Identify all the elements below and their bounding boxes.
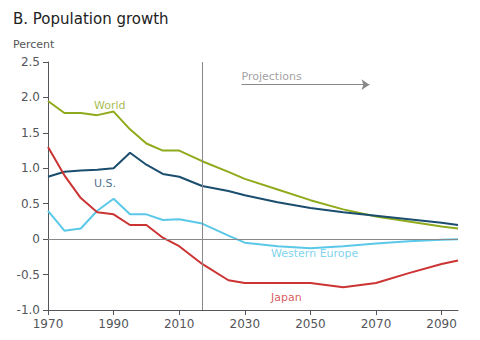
svg-text:2.5: 2.5 [21,55,40,69]
svg-text:1970: 1970 [33,317,64,331]
svg-text:2010: 2010 [164,317,195,331]
svg-text:2050: 2050 [295,317,326,331]
svg-text:1990: 1990 [98,317,129,331]
svg-text:-1.0: -1.0 [17,303,40,317]
svg-text:World: World [94,99,126,112]
svg-text:0.5: 0.5 [21,197,40,211]
svg-text:Japan: Japan [270,291,302,304]
svg-text:2070: 2070 [361,317,392,331]
svg-text:2090: 2090 [426,317,457,331]
svg-text:1.0: 1.0 [21,161,40,175]
svg-text:1.5: 1.5 [21,126,40,140]
svg-text:-0.5: -0.5 [17,268,40,282]
svg-text:0: 0 [32,232,40,246]
svg-text:2.0: 2.0 [21,90,40,104]
svg-text:2030: 2030 [230,317,261,331]
svg-text:Western Europe: Western Europe [271,247,359,260]
svg-text:Percent: Percent [13,38,55,51]
svg-text:Projections: Projections [242,70,302,83]
svg-text:B. Population growth: B. Population growth [13,10,169,28]
svg-text:U.S.: U.S. [94,177,116,190]
